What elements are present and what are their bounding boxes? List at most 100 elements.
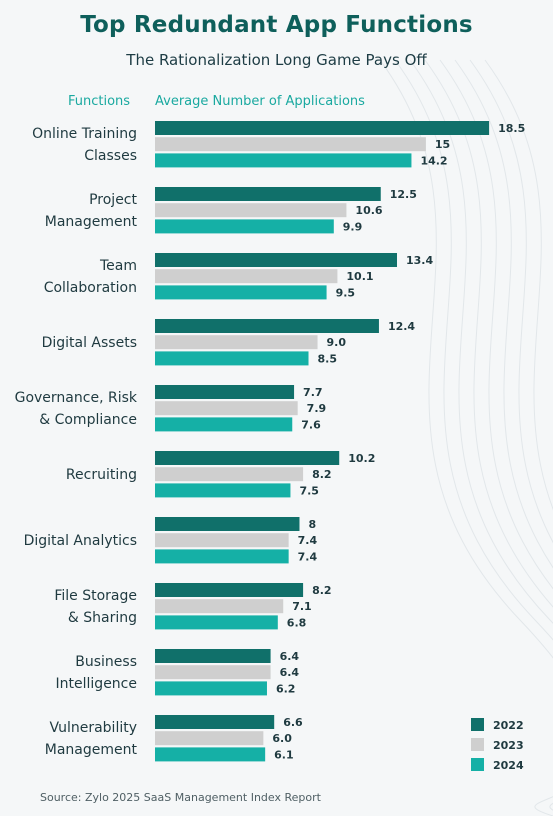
data-label-2024: 6.1 [274,748,294,761]
legend-label-2022: 2022 [493,719,524,732]
data-label-2023: 15 [435,138,450,151]
data-label-2024: 7.6 [301,418,321,431]
legend-label-2024: 2024 [493,759,524,772]
data-label-2023: 7.9 [307,402,327,415]
data-label-2022: 12.4 [388,320,415,333]
category-label-line: Collaboration [44,280,137,296]
data-label-2024: 9.5 [336,286,356,299]
chart-title: Top Redundant App Functions [80,12,473,38]
data-label-2023: 6.4 [280,666,300,679]
data-label-2024: 9.9 [343,220,363,233]
data-label-2022: 13.4 [406,254,433,267]
data-label-2022: 7.7 [303,386,323,399]
category-label: Recruiting [66,467,137,483]
category-label-line: Vulnerability [49,720,137,736]
category-label: File Storage & Sharing [54,588,137,626]
category-label-line: Management [45,742,138,758]
bar-2023 [155,533,289,548]
data-label-2024: 7.4 [298,550,318,563]
category-label-line: Management [45,214,138,230]
category-label-line: Digital Assets [42,335,137,351]
bar-2022 [155,517,300,531]
bar-2024 [155,351,309,366]
data-label-2024: 7.5 [299,484,319,497]
data-label-2022: 12.5 [390,188,417,201]
category-label: Governance, Risk & Compliance [15,390,138,428]
bar-2023 [155,665,271,680]
bar-2023 [155,269,338,284]
data-label-2024: 14.2 [420,154,447,167]
category-label: Online Training Classes [32,126,137,164]
category-label-line: Governance, Risk [15,390,138,406]
data-label-2022: 18.5 [498,122,525,135]
data-label-2023: 8.2 [312,468,332,481]
bar-2022 [155,121,490,135]
bar-2023 [155,203,347,218]
data-label-2022: 10.2 [348,452,375,465]
category-label-line: Digital Analytics [24,533,137,549]
bar-2023 [155,467,304,482]
category-label-line: Intelligence [56,676,137,692]
data-label-2022: 8 [308,518,316,531]
category-label: Team Collaboration [44,258,137,296]
bar-2022 [155,451,340,465]
legend-swatch-2024 [471,758,484,771]
data-label-2022: 6.4 [280,650,300,663]
category-label: Project Management [45,192,138,230]
bar-2024 [155,417,293,432]
bar-2022 [155,649,271,663]
data-label-2023: 10.6 [355,204,382,217]
category-label-line: Online Training [32,126,137,142]
bar-2022 [155,385,295,399]
functions-header: Functions [68,94,131,109]
category-label-line: File Storage [54,588,137,604]
average-header: Average Number of Applications [155,94,365,109]
legend-swatch-2022 [471,718,484,731]
bar-2022 [155,253,398,267]
category-label: Business Intelligence [56,654,137,692]
data-label-2023: 9.0 [327,336,347,349]
bar-2024 [155,285,327,300]
bar-2023 [155,137,426,152]
chart-subtitle: The Rationalization Long Game Pays Off [126,51,427,69]
bar-2022 [155,187,381,201]
data-label-2022: 6.6 [283,716,303,729]
bar-2023 [155,731,264,746]
bar-2023 [155,599,284,614]
category-label-line: Classes [84,148,137,164]
bar-2024 [155,153,412,168]
bar-2024 [155,219,334,234]
bar-2024 [155,483,291,498]
data-label-2023: 7.1 [292,600,312,613]
category-label: Digital Assets [42,335,137,351]
data-label-2024: 8.5 [318,352,338,365]
data-label-2023: 7.4 [298,534,318,547]
category-label: Vulnerability Management [45,720,138,758]
bar-2022 [155,715,275,729]
bar-2022 [155,319,379,333]
category-label: Digital Analytics [24,533,137,549]
category-label-line: Business [75,654,137,670]
data-label-2023: 6.0 [272,732,292,745]
data-label-2024: 6.8 [287,616,307,629]
source-note: Source: Zylo 2025 SaaS Management Index … [40,791,321,804]
legend-swatch-2023 [471,738,484,751]
category-label-line: Project [89,192,137,208]
bar-2023 [155,335,318,350]
legend-label-2023: 2023 [493,739,524,752]
bar-2024 [155,681,267,696]
category-label-line: & Sharing [68,610,137,626]
bar-2022 [155,583,304,597]
category-label-line: Team [99,258,137,274]
data-label-2022: 8.2 [312,584,332,597]
data-label-2023: 10.1 [346,270,373,283]
bar-2024 [155,549,289,564]
category-label-line: & Compliance [39,412,137,428]
data-label-2024: 6.2 [276,682,296,695]
bar-2023 [155,401,298,416]
bar-2024 [155,747,266,762]
bar-2024 [155,615,278,630]
category-label-line: Recruiting [66,467,137,483]
